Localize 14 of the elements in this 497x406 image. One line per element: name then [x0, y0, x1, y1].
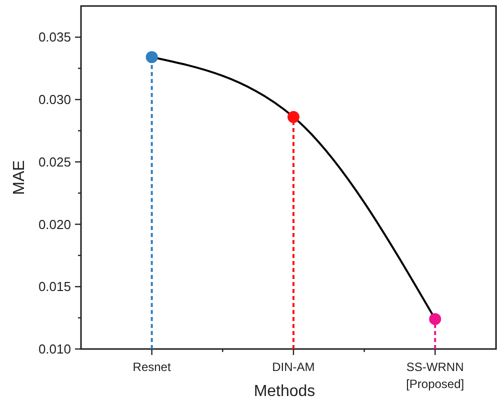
y-axis-title: MAE — [11, 160, 28, 195]
y-tick-label: 0.030 — [38, 92, 71, 108]
x-tick-label: Resnet — [132, 360, 172, 374]
y-tick-label: 0.010 — [38, 342, 71, 357]
y-tick-label: 0.025 — [38, 154, 71, 170]
y-tick-label: 0.020 — [38, 216, 71, 232]
y-tick-label: 0.035 — [38, 30, 71, 45]
x-axis-title: Methods — [254, 383, 316, 400]
x-tick-label: SS-WRNN [Proposed] — [406, 360, 464, 391]
point — [287, 111, 300, 124]
x-tick-label: DIN-AM — [272, 360, 315, 374]
y-tick-label: 0.015 — [38, 279, 71, 294]
point — [429, 313, 442, 326]
point — [146, 51, 158, 64]
